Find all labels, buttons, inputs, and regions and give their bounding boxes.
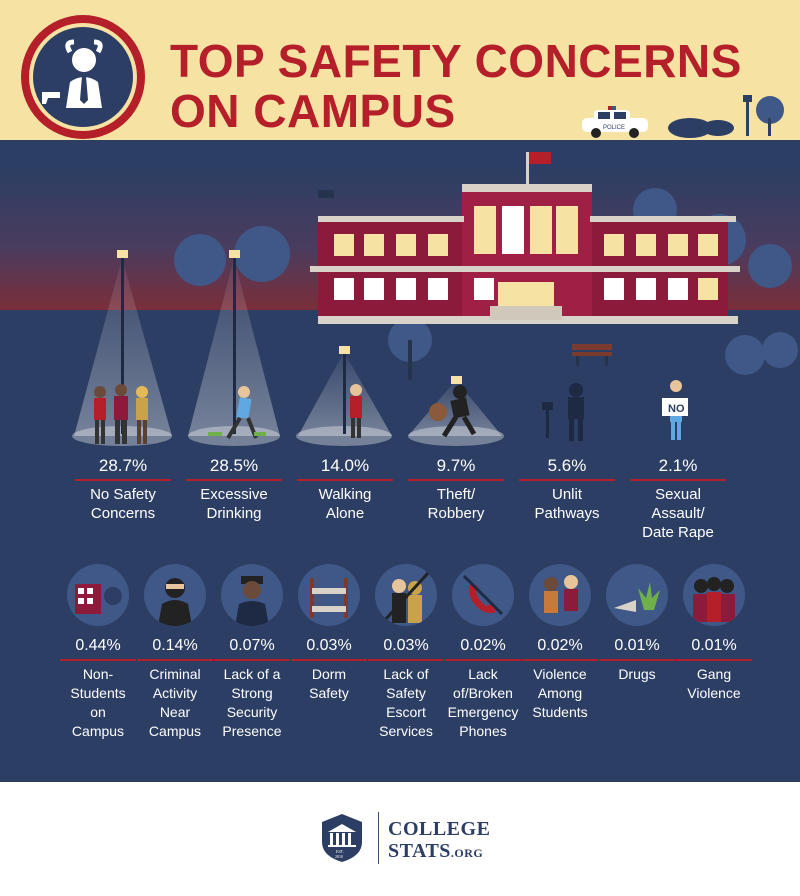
building-icon xyxy=(67,564,129,626)
stat-label: Lack of/Broken Emergency Phones xyxy=(447,666,519,739)
stat-value: 0.44% xyxy=(60,636,136,661)
security-guard-icon xyxy=(221,564,283,626)
campus-building-icon xyxy=(310,152,740,324)
stat-label: Drugs xyxy=(618,666,656,682)
top-stat: 9.7% Theft/ Robbery xyxy=(408,456,504,523)
broken-phone-icon xyxy=(452,564,514,626)
stat-value: 2.1% xyxy=(630,456,726,481)
stat-label: Non- Students on Campus xyxy=(70,666,126,739)
est-year: 2010 xyxy=(335,854,343,859)
stat-value: 0.01% xyxy=(676,636,752,661)
est-text: EST. xyxy=(336,849,344,854)
top-stat: 28.7% No Safety Concerns xyxy=(75,456,171,523)
stat-label: Lack of Safety Escort Services xyxy=(379,666,433,739)
footer-divider xyxy=(378,812,379,864)
other-stat: 0.44% Non- Students on Campus xyxy=(60,636,136,741)
stat-label: Walking Alone xyxy=(318,486,372,522)
stat-label: Gang Violence xyxy=(687,666,741,701)
stat-value: 28.5% xyxy=(186,456,282,481)
top-stat: 14.0% Walking Alone xyxy=(297,456,393,523)
collegestats-logo-icon: EST. 2010 xyxy=(322,814,362,862)
stat-value: 0.02% xyxy=(522,636,598,661)
stat-label: Criminal Activity Near Campus xyxy=(148,666,202,739)
no-sign-text: NO xyxy=(668,403,685,415)
bench-icon xyxy=(572,344,612,366)
campus-scene: NO 28.7% No Safety Concerns 28.5% Excessive… xyxy=(0,140,800,780)
stat-label: Unlit Pathways xyxy=(534,486,600,522)
gang-icon xyxy=(683,564,745,626)
stat-value: 0.03% xyxy=(291,636,367,661)
title-line-1: TOP SAFETY CONCERNS xyxy=(170,35,742,87)
stat-value: 0.07% xyxy=(214,636,290,661)
students-group-icon xyxy=(94,384,148,444)
stat-value: 28.7% xyxy=(75,456,171,481)
top-stat: 28.5% Excessive Drinking xyxy=(186,456,282,523)
stat-value: 0.01% xyxy=(599,636,675,661)
other-stat: 0.01% Gang Violence xyxy=(676,636,752,703)
stat-label: No Safety Concerns xyxy=(90,486,156,522)
title-line-2: ON CAMPUS xyxy=(170,85,456,137)
other-stat: 0.02% Lack of/Broken Emergency Phones xyxy=(445,636,521,741)
other-stat: 0.03% Dorm Safety xyxy=(291,636,367,703)
header-banner: POLICE TOP SAFETY CONCERNS ON CAMPUS xyxy=(0,0,800,140)
stat-value: 0.02% xyxy=(445,636,521,661)
stressed-person-icon xyxy=(21,15,145,139)
burglar-icon xyxy=(144,564,206,626)
stat-label: Sexual Assault/ Date Rape xyxy=(642,486,714,541)
brand-suffix: .ORG xyxy=(450,846,484,860)
stat-value: 0.03% xyxy=(368,636,444,661)
stat-value: 5.6% xyxy=(519,456,615,481)
other-stat: 0.03% Lack of Safety Escort Services xyxy=(368,636,444,741)
top-stat: 5.6% Unlit Pathways xyxy=(519,456,615,523)
other-stat: 0.02% Violence Among Students xyxy=(522,636,598,722)
stat-value: 9.7% xyxy=(408,456,504,481)
other-stat: 0.01% Drugs xyxy=(599,636,675,684)
stat-label: Violence Among Students xyxy=(532,666,588,720)
stat-label: Excessive Drinking xyxy=(200,486,268,522)
police-car-text: POLICE xyxy=(603,125,625,131)
brand-name: STATS xyxy=(388,840,451,862)
background-trees xyxy=(174,188,798,380)
stat-label: Theft/ Robbery xyxy=(427,486,485,522)
campus-illustration: NO xyxy=(0,152,800,446)
other-stat: 0.07% Lack of a Strong Security Presence xyxy=(214,636,290,741)
walking-alone-icon xyxy=(350,384,362,438)
top-stat: 2.1% Sexual Assault/ Date Rape xyxy=(630,456,726,542)
page-title: TOP SAFETY CONCERNS ON CAMPUS xyxy=(170,36,742,136)
bunk-bed-icon xyxy=(298,564,360,626)
shadow-figure-icon xyxy=(568,383,584,441)
drugs-icon xyxy=(606,564,668,626)
footer xyxy=(0,782,800,896)
escort-icon xyxy=(375,564,437,626)
police-car-icon: POLICE xyxy=(582,106,648,138)
header-decor: POLICE xyxy=(582,95,784,138)
stat-label: Dorm Safety xyxy=(309,666,349,701)
stat-value: 14.0% xyxy=(297,456,393,481)
brand-line-1: COLLEGE xyxy=(388,818,491,840)
drunk-student-icon xyxy=(208,386,266,440)
stat-value: 0.14% xyxy=(137,636,213,661)
other-stat: 0.14% Criminal Activity Near Campus xyxy=(137,636,213,741)
brand-line-2: STATS.ORG xyxy=(388,840,483,863)
thief-icon xyxy=(429,385,477,438)
stat-label: Lack of a Strong Security Presence xyxy=(222,666,282,739)
protest-sign-icon: NO xyxy=(662,380,688,440)
fight-icon xyxy=(529,564,591,626)
